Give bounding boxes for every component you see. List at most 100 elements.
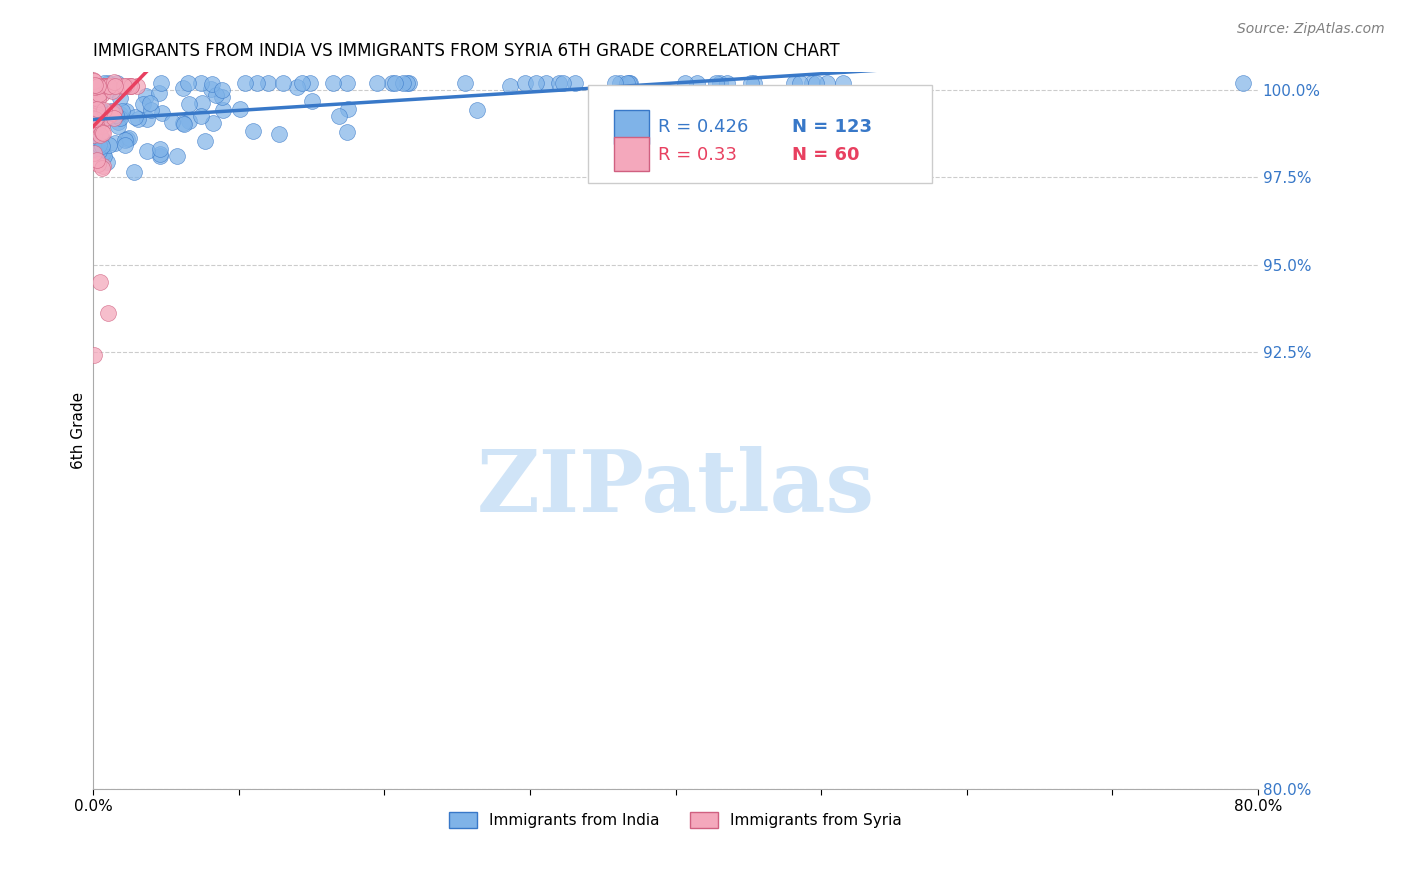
Immigrants from Syria	[83, 73, 105, 87]
Immigrants from Syria	[86, 153, 108, 168]
Immigrants from India	[93, 149, 115, 163]
Immigrants from India	[673, 76, 696, 90]
Immigrants from Syria	[97, 79, 120, 94]
Immigrants from India	[205, 87, 228, 102]
Immigrants from India	[83, 91, 105, 105]
Legend: Immigrants from India, Immigrants from Syria: Immigrants from India, Immigrants from S…	[443, 806, 908, 835]
Immigrants from Syria	[103, 103, 125, 118]
Immigrants from India	[87, 145, 110, 159]
Immigrants from India	[86, 111, 108, 125]
Immigrants from India	[704, 76, 727, 90]
Immigrants from Syria	[98, 108, 121, 122]
Immigrants from Syria	[83, 81, 105, 95]
Immigrants from Syria	[125, 79, 148, 94]
Immigrants from India	[177, 114, 200, 128]
Immigrants from Syria	[83, 348, 105, 362]
Immigrants from Syria	[91, 119, 114, 133]
Immigrants from India	[1232, 76, 1254, 90]
Immigrants from Syria	[91, 159, 114, 173]
Immigrants from India	[114, 133, 136, 147]
Immigrants from India	[177, 76, 200, 90]
Immigrants from India	[211, 90, 233, 104]
Immigrants from Syria	[89, 128, 111, 142]
Text: Source: ZipAtlas.com: Source: ZipAtlas.com	[1237, 22, 1385, 37]
Immigrants from India	[111, 103, 134, 118]
Immigrants from India	[322, 76, 344, 90]
Immigrants from India	[108, 106, 131, 120]
Immigrants from India	[499, 79, 522, 94]
Immigrants from India	[107, 115, 129, 129]
Text: R = 0.33: R = 0.33	[658, 146, 737, 164]
Immigrants from India	[783, 76, 806, 90]
Immigrants from India	[94, 108, 117, 122]
Immigrants from India	[212, 103, 235, 117]
Immigrants from India	[384, 76, 406, 90]
Immigrants from Syria	[93, 103, 115, 118]
Immigrants from Syria	[94, 79, 117, 94]
Immigrants from India	[83, 127, 105, 141]
Immigrants from India	[117, 132, 139, 146]
Immigrants from Syria	[84, 78, 107, 92]
Immigrants from India	[173, 117, 195, 131]
Immigrants from India	[267, 127, 290, 141]
Immigrants from Syria	[87, 79, 110, 94]
Immigrants from Syria	[115, 79, 138, 94]
Immigrants from India	[177, 97, 200, 112]
Immigrants from India	[619, 76, 641, 90]
Immigrants from Syria	[83, 109, 105, 123]
Immigrants from India	[686, 76, 709, 90]
Immigrants from India	[115, 104, 138, 119]
Immigrants from India	[136, 112, 159, 126]
Immigrants from India	[328, 109, 350, 123]
Immigrants from India	[98, 107, 121, 121]
Immigrants from Syria	[90, 87, 112, 101]
Immigrants from India	[104, 136, 127, 151]
Immigrants from Syria	[89, 275, 111, 289]
Immigrants from India	[740, 76, 762, 90]
Immigrants from Syria	[94, 79, 117, 94]
Immigrants from India	[135, 145, 157, 159]
Immigrants from India	[619, 76, 641, 90]
Immigrants from India	[118, 131, 141, 145]
Immigrants from Syria	[83, 79, 105, 94]
Immigrants from India	[172, 116, 194, 130]
Immigrants from India	[246, 76, 269, 90]
Immigrants from India	[287, 79, 309, 94]
Immigrants from India	[150, 105, 173, 120]
Immigrants from Syria	[83, 79, 105, 94]
Immigrants from Syria	[84, 80, 107, 95]
Immigrants from Syria	[84, 79, 107, 94]
Immigrants from Syria	[91, 126, 114, 140]
Immigrants from Syria	[91, 79, 114, 94]
Immigrants from India	[96, 155, 118, 169]
Immigrants from India	[97, 78, 120, 93]
Immigrants from India	[398, 76, 420, 90]
Immigrants from Syria	[89, 87, 111, 101]
Immigrants from India	[709, 76, 731, 90]
Immigrants from India	[90, 130, 112, 145]
Immigrants from India	[89, 102, 111, 116]
Immigrants from India	[107, 120, 129, 134]
Immigrants from India	[105, 108, 128, 122]
Immigrants from Syria	[84, 107, 107, 121]
Immigrants from India	[97, 111, 120, 125]
Immigrants from India	[91, 139, 114, 153]
Immigrants from India	[139, 96, 162, 111]
Immigrants from India	[804, 76, 827, 90]
Immigrants from India	[603, 76, 626, 90]
Immigrants from Syria	[83, 128, 105, 143]
Immigrants from India	[94, 109, 117, 123]
Immigrants from Syria	[82, 72, 104, 87]
Immigrants from India	[815, 76, 838, 90]
Immigrants from India	[194, 134, 217, 148]
Immigrants from Syria	[86, 103, 108, 117]
Text: ZIPatlas: ZIPatlas	[477, 446, 875, 530]
Immigrants from India	[162, 115, 184, 129]
Immigrants from India	[86, 117, 108, 131]
Immigrants from India	[336, 76, 359, 90]
Y-axis label: 6th Grade: 6th Grade	[72, 392, 86, 469]
Immigrants from India	[301, 94, 323, 108]
Immigrants from India	[127, 112, 149, 127]
Immigrants from Syria	[108, 79, 131, 94]
Immigrants from India	[609, 76, 631, 90]
